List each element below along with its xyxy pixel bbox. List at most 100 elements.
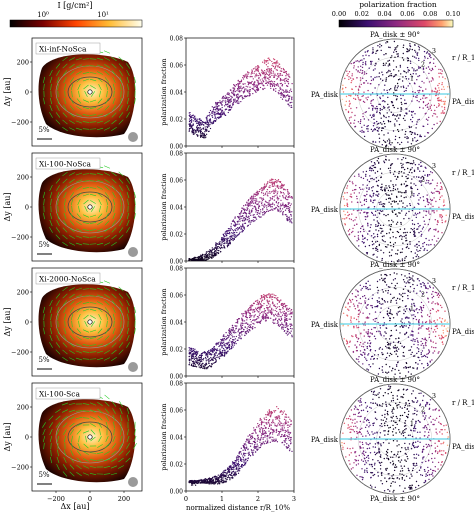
scatter-point (233, 332, 235, 334)
scatter-point (243, 461, 245, 463)
polar-point (397, 107, 399, 110)
polar-point (381, 71, 383, 73)
polar-point (444, 78, 446, 80)
scatter-point (212, 120, 215, 122)
polar-point (438, 87, 440, 89)
scatter-point (284, 303, 286, 305)
scatter-point (278, 197, 280, 200)
polarization-vector (82, 288, 90, 290)
scatter-point (280, 422, 282, 424)
scatter-point (271, 421, 273, 424)
polarization-vector (43, 313, 45, 321)
polar-point (377, 45, 379, 47)
scatter-point (264, 436, 266, 438)
ytick-label: 0.02 (170, 231, 184, 238)
scatter-point (282, 204, 284, 206)
polar-point (447, 86, 449, 88)
scatter-point (275, 84, 277, 86)
polar-point (352, 92, 355, 94)
polar-point (383, 107, 385, 109)
scatter-point (241, 324, 244, 327)
polar-point (370, 102, 372, 105)
scatter-point (268, 303, 270, 305)
scatter-point (201, 259, 203, 261)
scatter-point (276, 303, 279, 305)
scatter-point (242, 208, 245, 211)
scatter-point (253, 197, 255, 199)
scatter-point (263, 76, 265, 79)
scatter-point (287, 94, 289, 96)
scatter-point (265, 427, 267, 429)
polarization-vector (127, 198, 129, 206)
scatter-point (230, 223, 233, 225)
scatter-point (284, 326, 287, 329)
scatter-point (233, 339, 235, 341)
scatter-point (226, 244, 229, 247)
scatter-point (199, 354, 201, 356)
scatter-point (257, 191, 259, 193)
scatter-point (284, 96, 287, 98)
scatter-point (203, 357, 205, 360)
scatter-point (247, 73, 249, 75)
model-label: Xi-2000-NoSca (39, 275, 96, 284)
scatter-point (275, 307, 277, 310)
scatter-point (252, 88, 254, 91)
scatter-point (260, 188, 262, 190)
polar-point (374, 87, 376, 89)
scatter-point (205, 133, 208, 135)
scatter-point (288, 313, 290, 315)
scale-bar-label: 5% (38, 126, 49, 134)
polar-point (357, 70, 359, 72)
scatter-point (285, 315, 288, 318)
scatter-point (266, 191, 268, 193)
polar-point (362, 113, 364, 115)
polar-point (379, 113, 381, 115)
polarization-vector (76, 471, 82, 477)
polarization-vector (134, 428, 136, 436)
scatter-point (248, 453, 251, 455)
polar-point (428, 81, 431, 83)
scatter-point (266, 68, 268, 71)
scatter-point (259, 417, 261, 420)
polar-point (346, 74, 348, 77)
scatter-point (265, 413, 267, 416)
scatter-point (245, 333, 248, 335)
scatter-point (240, 228, 242, 230)
scatter-point (268, 430, 270, 432)
polar-point (408, 125, 410, 128)
polarization-vector (111, 242, 117, 246)
scatter-point (246, 446, 248, 448)
scatter-point (204, 122, 207, 125)
scatter-point (251, 432, 253, 435)
polar-point (368, 55, 370, 57)
scatter-point (276, 298, 278, 300)
scatter-point (273, 296, 276, 299)
scatter-point (284, 421, 286, 424)
scatter-point (260, 301, 263, 303)
scatter-point (255, 198, 258, 200)
scatter-point (217, 252, 220, 254)
scatter-point (287, 103, 290, 105)
scatter-point (277, 185, 279, 187)
polarization-vector (71, 320, 73, 328)
polarization-vector (82, 344, 90, 346)
scatter-point (230, 225, 232, 228)
polar-point (379, 43, 381, 45)
scatter-point (247, 452, 249, 454)
polarization-vector (90, 200, 96, 204)
polarization-vector (118, 234, 124, 240)
scatter-point (199, 124, 201, 126)
scatter-point (268, 296, 271, 299)
polar-point (409, 45, 411, 47)
scatter-point (221, 112, 223, 114)
polar-point (350, 116, 352, 118)
scatter-point (258, 82, 261, 85)
scatter-point (259, 213, 261, 215)
scatter-point (237, 463, 239, 466)
polar-point (431, 89, 433, 92)
polar-point (379, 97, 382, 100)
scatter-point (235, 84, 238, 86)
scatter-point (247, 457, 249, 460)
polarization-vector (49, 456, 53, 464)
scatter-point (281, 98, 284, 100)
